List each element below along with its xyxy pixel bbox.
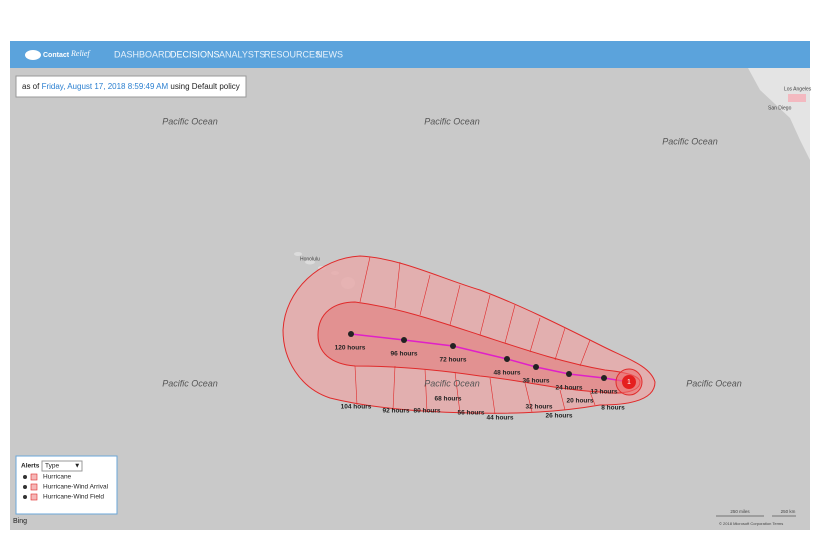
status-date[interactable]: Friday, August 17, 2018 8:59:49 AM (42, 82, 169, 91)
legend-items: Hurricane Hurricane-Wind Arrival Hurrica… (23, 473, 109, 501)
scale-miles: 250 miles (730, 509, 750, 514)
legend-title: Alerts (21, 463, 40, 470)
storm-track (350, 333, 630, 383)
legend-item[interactable]: Hurricane-Wind Arrival (43, 484, 109, 491)
copyright: © 2018 Microsoft Corporation Terms (719, 521, 783, 526)
hour-label: 96 hours (390, 351, 417, 358)
hour-label: 12 hours (590, 389, 617, 396)
logo (25, 50, 41, 60)
storm-marker[interactable] (622, 375, 636, 389)
track-points (348, 331, 607, 381)
legend-filter[interactable] (41, 460, 83, 472)
legend-item[interactable]: Hurricane-Wind Field (43, 494, 104, 501)
hour-label: 68 hours (434, 396, 461, 403)
nav-item[interactable]: DECISIONS (170, 49, 220, 59)
hour-label: 20 hours (566, 398, 593, 405)
ocean-label: Pacific Ocean (424, 116, 480, 126)
ocean-label: Pacific Ocean (686, 378, 742, 388)
land (748, 68, 810, 160)
nav-item[interactable]: DASHBOARD (114, 49, 172, 59)
status-prefix: as of (22, 82, 40, 91)
hour-label: 104 hours (341, 404, 372, 411)
scale-km: 250 km (781, 509, 796, 514)
legend-filter-text: Type (45, 463, 59, 470)
hour-labels: 120 hours 96 hours 72 hours 48 hours 36 … (335, 345, 625, 422)
ocean-label: Pacific Ocean (162, 378, 218, 388)
header (10, 41, 810, 68)
ocean-label: Pacific Ocean (662, 136, 718, 146)
hour-label: 36 hours (522, 378, 549, 385)
hour-label: 8 hours (601, 405, 625, 412)
city-label: San Diego (768, 105, 792, 111)
hour-label: 72 hours (439, 357, 466, 364)
bing-logo: Bing (13, 518, 27, 525)
hour-label: 32 hours (525, 404, 552, 411)
dropdown-arrow: ▼ (74, 463, 80, 470)
hour-label: 120 hours (335, 345, 366, 352)
time-lines (354, 256, 596, 415)
ocean-label: Pacific Ocean (424, 378, 480, 388)
hour-label: 44 hours (486, 415, 513, 422)
status-box (15, 75, 247, 98)
legend-item[interactable]: Hurricane (43, 474, 72, 481)
hour-label: 24 hours (555, 385, 582, 392)
city-label: Los Angeles (784, 86, 812, 92)
hour-label: 92 hours (382, 408, 409, 415)
status-text: as of Friday, August 17, 2018 8:59:49 AM… (22, 82, 240, 91)
city-label: Honolulu (300, 256, 320, 262)
brand-script: Relief (70, 49, 91, 58)
status-suffix: using Default policy (170, 82, 239, 91)
storm-label: 1 (627, 379, 631, 386)
alert-area (788, 94, 806, 102)
nav-item[interactable]: RESOURCES (264, 49, 321, 59)
hour-label: 48 hours (493, 370, 520, 377)
brand: Contact (43, 52, 70, 59)
nav-item[interactable]: NEWS (316, 49, 343, 59)
hour-label: 56 hours (457, 410, 484, 417)
ocean-label: Pacific Ocean (162, 116, 218, 126)
hour-label: 26 hours (545, 413, 572, 420)
nav-item[interactable]: ANALYSTS (219, 49, 265, 59)
hour-label: 80 hours (413, 408, 440, 415)
